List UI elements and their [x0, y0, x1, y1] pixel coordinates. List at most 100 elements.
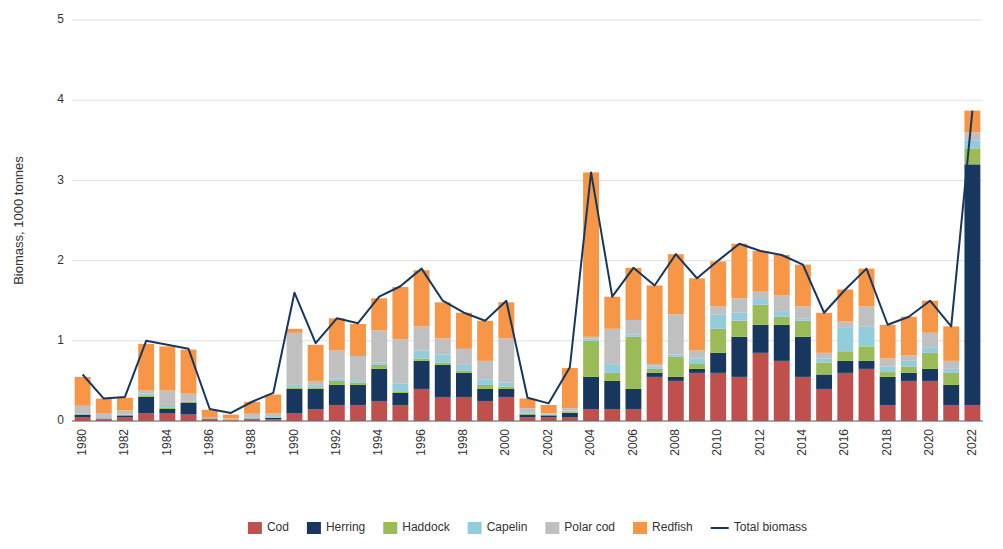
legend-label: Polar cod: [564, 520, 615, 534]
bar-segment: [668, 314, 684, 354]
bar-segment: [604, 365, 620, 373]
legend-item: Herring: [307, 520, 365, 534]
bar-segment: [265, 416, 281, 418]
x-tick-label: 1998: [456, 429, 470, 456]
bar-segment: [795, 318, 811, 320]
legend-item: Haddock: [383, 520, 450, 534]
bar-segment: [159, 405, 175, 407]
bar-segment: [138, 344, 154, 391]
bar-segment: [668, 381, 684, 421]
grid: [72, 20, 983, 421]
bar-segment: [329, 381, 345, 385]
bar-segment: [943, 326, 959, 360]
legend-swatch: [383, 522, 397, 534]
bar-segment: [75, 414, 91, 415]
y-tick-label: 3: [57, 173, 64, 187]
bar-segment: [880, 377, 896, 405]
legend-swatch: [545, 522, 559, 534]
bar-segment: [625, 320, 641, 334]
bar-segment: [731, 313, 747, 321]
bar-segment: [689, 278, 705, 350]
bar-segment: [541, 417, 557, 421]
bar-segment: [308, 389, 324, 409]
bar-segment: [392, 405, 408, 421]
bar-segment: [753, 291, 769, 299]
x-tick-label: 2018: [880, 429, 894, 456]
bar-segment: [202, 418, 218, 420]
y-tick-label: 1: [57, 333, 64, 347]
bar-segment: [901, 361, 917, 367]
bar-segment: [138, 413, 154, 421]
bar-segment: [477, 389, 493, 401]
bar-segment: [287, 387, 303, 389]
bar-segment: [541, 414, 557, 416]
bar-segment: [901, 373, 917, 381]
bar-segment: [901, 381, 917, 421]
bar-segment: [477, 401, 493, 421]
bar-segment: [498, 389, 514, 397]
bar-segment: [159, 407, 175, 409]
bar-segment: [583, 377, 599, 409]
bar-segment: [837, 322, 853, 328]
bar-segment: [753, 353, 769, 421]
bar-segment: [922, 333, 938, 347]
bar-segment: [223, 419, 239, 421]
bar-segment: [689, 364, 705, 369]
plot-area: [75, 111, 981, 421]
bar-segment: [710, 306, 726, 314]
bar-segment: [159, 409, 175, 413]
bar-segment: [308, 345, 324, 381]
bar-segment: [435, 338, 451, 354]
bar-segment: [520, 408, 536, 412]
x-tick-label: 1988: [244, 429, 258, 456]
bar-segment: [350, 383, 366, 385]
y-tick-label: 4: [57, 92, 64, 106]
bar-segment: [604, 373, 620, 381]
bar-segment: [795, 321, 811, 337]
bar-segment: [520, 417, 536, 421]
legend-label: Redfish: [652, 520, 693, 534]
x-tick-label: 2010: [710, 429, 724, 456]
bar-segment: [964, 164, 980, 405]
bar-segment: [816, 374, 832, 388]
bar-segment: [456, 365, 472, 371]
bar-segment: [731, 244, 747, 299]
bar-segment: [647, 366, 663, 368]
legend-label: Cod: [267, 520, 289, 534]
bar-segment: [159, 391, 175, 405]
bar-series: [75, 111, 981, 419]
legend-swatch: [633, 522, 647, 534]
bar-series: [75, 164, 981, 419]
bar-segment: [774, 317, 790, 325]
bar-segment: [477, 321, 493, 361]
bar-segment: [943, 385, 959, 405]
bar-segment: [371, 362, 387, 364]
bar-segment: [647, 285, 663, 364]
bar-segment: [414, 350, 430, 358]
bar-segment: [625, 334, 641, 336]
bar-series: [75, 353, 981, 421]
bar-segment: [604, 409, 620, 421]
bar-segment: [414, 361, 430, 389]
bar-segment: [880, 372, 896, 377]
bar-series: [75, 140, 981, 418]
bar-segment: [583, 338, 599, 340]
bar-segment: [244, 418, 260, 420]
bar-segment: [964, 140, 980, 148]
bar-segment: [964, 132, 980, 140]
line-series: [83, 111, 973, 413]
bar-segment: [498, 302, 514, 338]
bar-segment: [308, 381, 324, 385]
bar-segment: [625, 409, 641, 421]
bar-segment: [287, 333, 303, 385]
bar-segment: [520, 415, 536, 417]
bar-segment: [498, 383, 514, 387]
bar-segment: [117, 417, 133, 421]
bar-segment: [308, 385, 324, 387]
bar-segment: [477, 385, 493, 389]
chart: 012345Biomass, 1000 tonnes19801982198419…: [0, 0, 1003, 549]
bar-segment: [774, 361, 790, 421]
bar-segment: [880, 405, 896, 421]
bar-segment: [710, 373, 726, 421]
bar-segment: [329, 385, 345, 405]
